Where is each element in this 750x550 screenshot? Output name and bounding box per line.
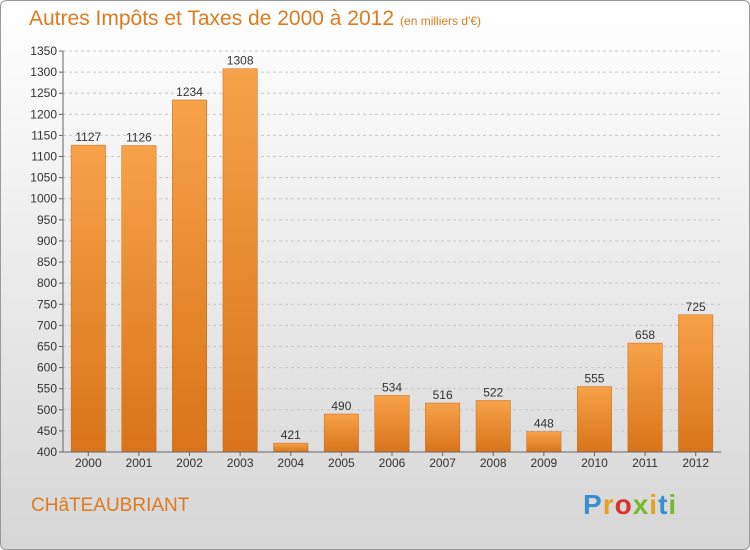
bar [172,99,207,453]
bar [323,413,359,453]
bar-value-label: 421 [281,428,301,442]
y-tick-label: 1100 [31,150,57,164]
x-tick-label: 2009 [530,456,557,470]
x-tick-label: 2006 [379,456,406,470]
bar [627,342,663,453]
proxiti-logo: Proxiti [583,489,677,521]
bar-value-label: 534 [382,380,402,394]
logo-letter: o [614,489,633,520]
x-tick-label: 2011 [632,456,658,470]
bar [374,395,410,453]
bar [222,68,258,453]
x-tick-label: 2002 [176,456,203,470]
y-tick-label: 1150 [31,128,57,142]
y-tick-label: 650 [37,339,57,353]
logo-letter: r [602,489,615,520]
x-tick-label: 2003 [227,456,254,470]
y-tick-label: 700 [37,318,57,332]
logo-letter: P [583,489,603,520]
bar [577,386,612,453]
chart-title-unit: (en milliers d'€) [400,14,482,28]
chart-title: Autres Impôts et Taxes de 2000 à 2012 (en… [29,7,481,31]
y-tick-label: 900 [37,234,57,248]
bar-value-label: 658 [635,328,655,342]
y-tick-label: 400 [37,445,57,459]
chart-title-text: Autres Impôts et Taxes de 2000 à 2012 [29,7,395,30]
x-tick-label: 2010 [581,456,608,470]
bar-value-label: 516 [433,388,453,402]
y-tick-label: 1250 [30,86,57,100]
city-name: CHâTEAUBRIANT [31,495,190,516]
y-tick-label: 500 [37,403,57,417]
bar [678,314,714,453]
bar [475,400,511,453]
x-tick-label: 2004 [277,456,304,470]
x-tick-label: 2005 [328,456,355,470]
bar-value-label: 490 [331,399,351,413]
logo-letter: t [658,489,669,520]
x-tick-label: 2000 [75,456,102,470]
bar [70,144,106,453]
y-tick-label: 1300 [30,65,57,79]
y-tick-label: 450 [37,424,57,438]
bar-value-label: 1308 [227,54,254,68]
bar [121,145,157,453]
bar-value-label: 1127 [75,130,101,144]
x-tick-label: 2012 [682,456,709,470]
y-tick-label: 850 [37,255,57,269]
logo-letter: i [668,489,678,520]
x-axis: 2000 2001 2002 2003 2004 2005 2006 2007 2008 2009… [63,451,721,470]
y-axis: 400 450 500 550 600 650 700 750 800 850 900 950 1000… [30,44,64,459]
bar-value-label: 1126 [126,131,152,145]
y-tick-label: 1000 [30,192,57,206]
logo-letter: x [632,489,650,520]
bars: 1127 1126 1234 1308 421 490 534 516 522 448 555 658… [70,54,714,453]
bar-value-label: 522 [483,386,503,400]
y-tick-label: 950 [37,213,57,227]
bar-value-label: 1234 [176,85,203,99]
bar [273,442,309,453]
y-tick-label: 550 [37,382,57,396]
x-tick-label: 2008 [480,456,507,470]
y-tick-label: 750 [37,297,57,311]
y-tick-label: 1350 [30,44,57,58]
y-tick-label: 600 [37,361,57,375]
bar-value-label: 448 [534,417,554,431]
x-tick-label: 2001 [126,456,153,470]
bar [425,402,461,453]
logo-letter: i [649,489,659,520]
y-tick-label: 1050 [30,171,57,185]
bar [526,431,562,453]
y-tick-label: 800 [37,276,57,290]
bar-value-label: 725 [686,300,706,314]
bar-value-label: 555 [584,372,604,386]
y-tick-label: 1200 [30,107,57,121]
x-tick-label: 2007 [429,456,456,470]
